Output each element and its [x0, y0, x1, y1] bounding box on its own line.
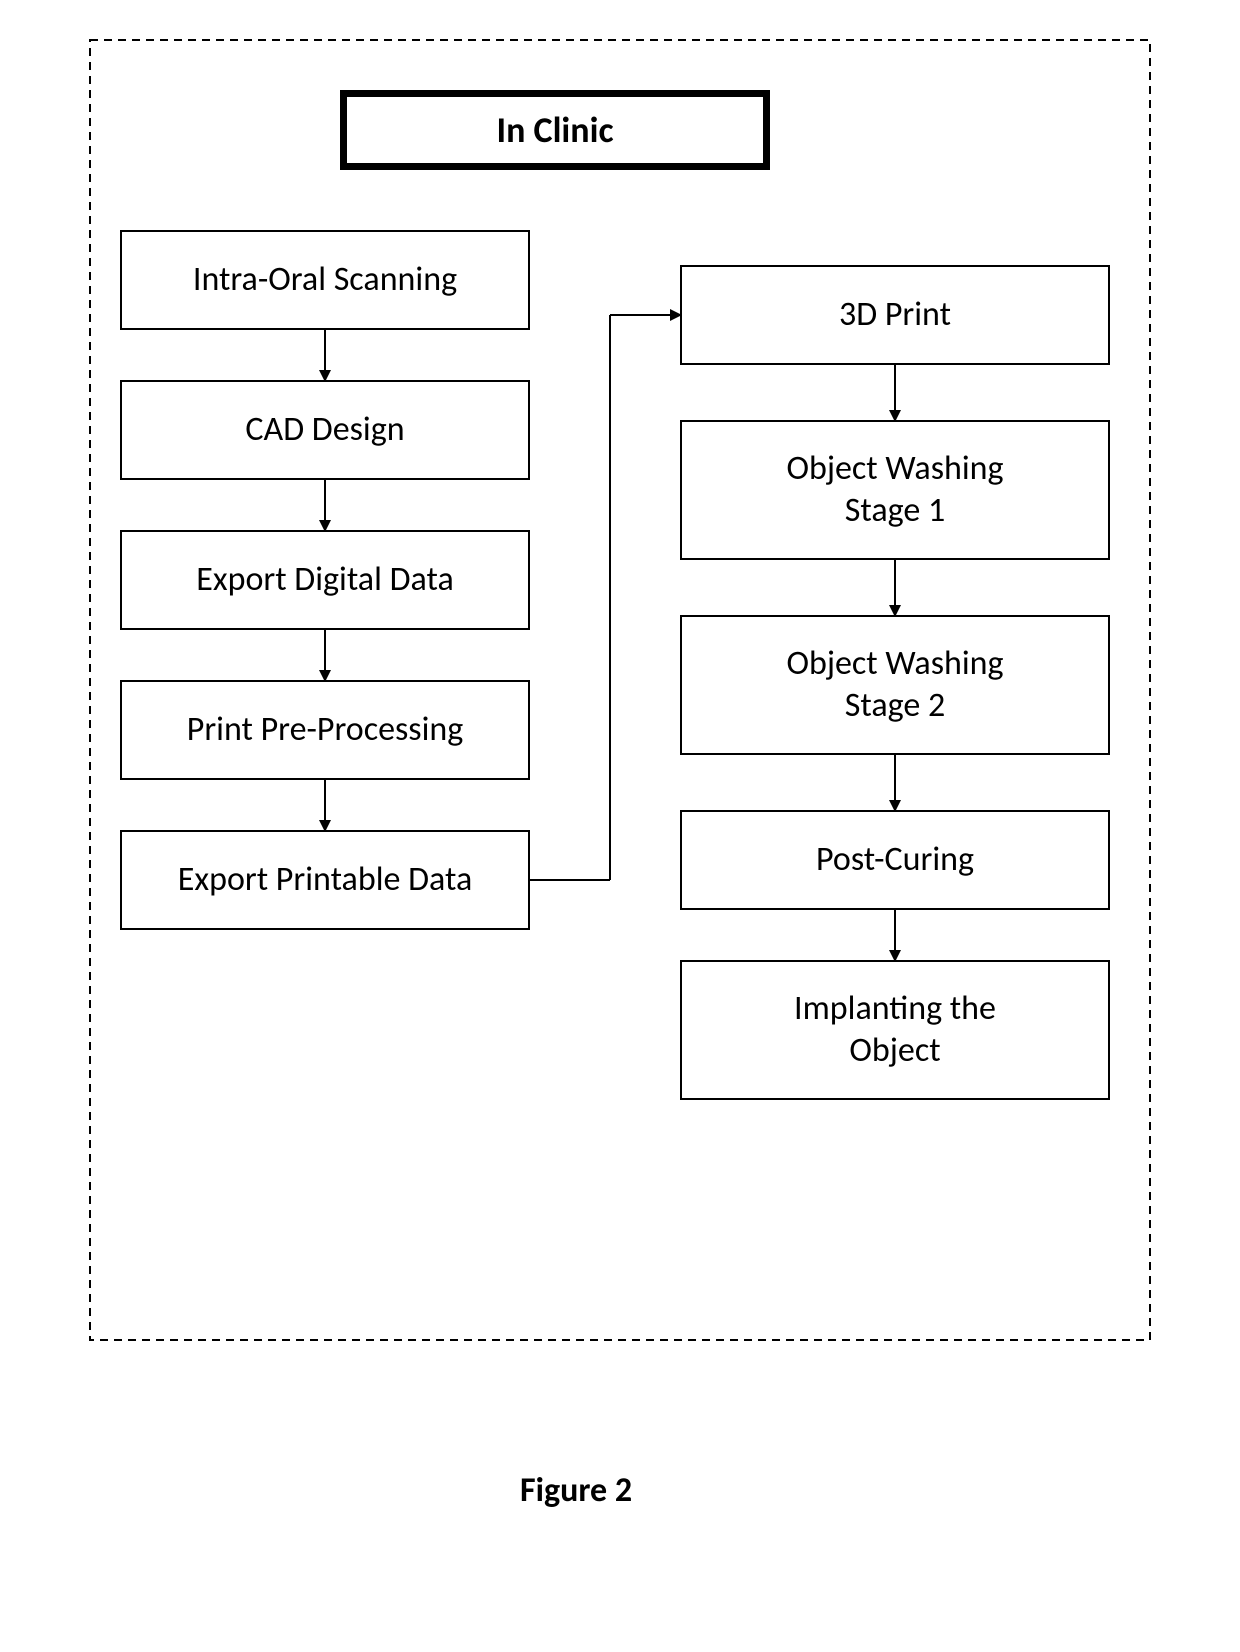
flowchart-node-scan: Intra-Oral Scanning: [120, 230, 530, 330]
flowchart-node-cure: Post-Curing: [680, 810, 1110, 910]
flowchart-node-wash1: Object Washing Stage 1: [680, 420, 1110, 560]
flowchart-node-prep: Print Pre-Processing: [120, 680, 530, 780]
flowchart-node-exportd: Export Digital Data: [120, 530, 530, 630]
flowchart-canvas: In Clinic Intra-Oral Scanning CAD Design Ex…: [0, 0, 1240, 1652]
flowchart-node-title: In Clinic: [340, 90, 770, 170]
flowchart-node-implant: Implanting the Object: [680, 960, 1110, 1100]
flowchart-node-wash2: Object Washing Stage 2: [680, 615, 1110, 755]
flowchart-node-print: 3D Print: [680, 265, 1110, 365]
flowchart-node-exportp: Export Printable Data: [120, 830, 530, 930]
figure-caption: Figure 2: [520, 1470, 632, 1511]
flowchart-node-cad: CAD Design: [120, 380, 530, 480]
